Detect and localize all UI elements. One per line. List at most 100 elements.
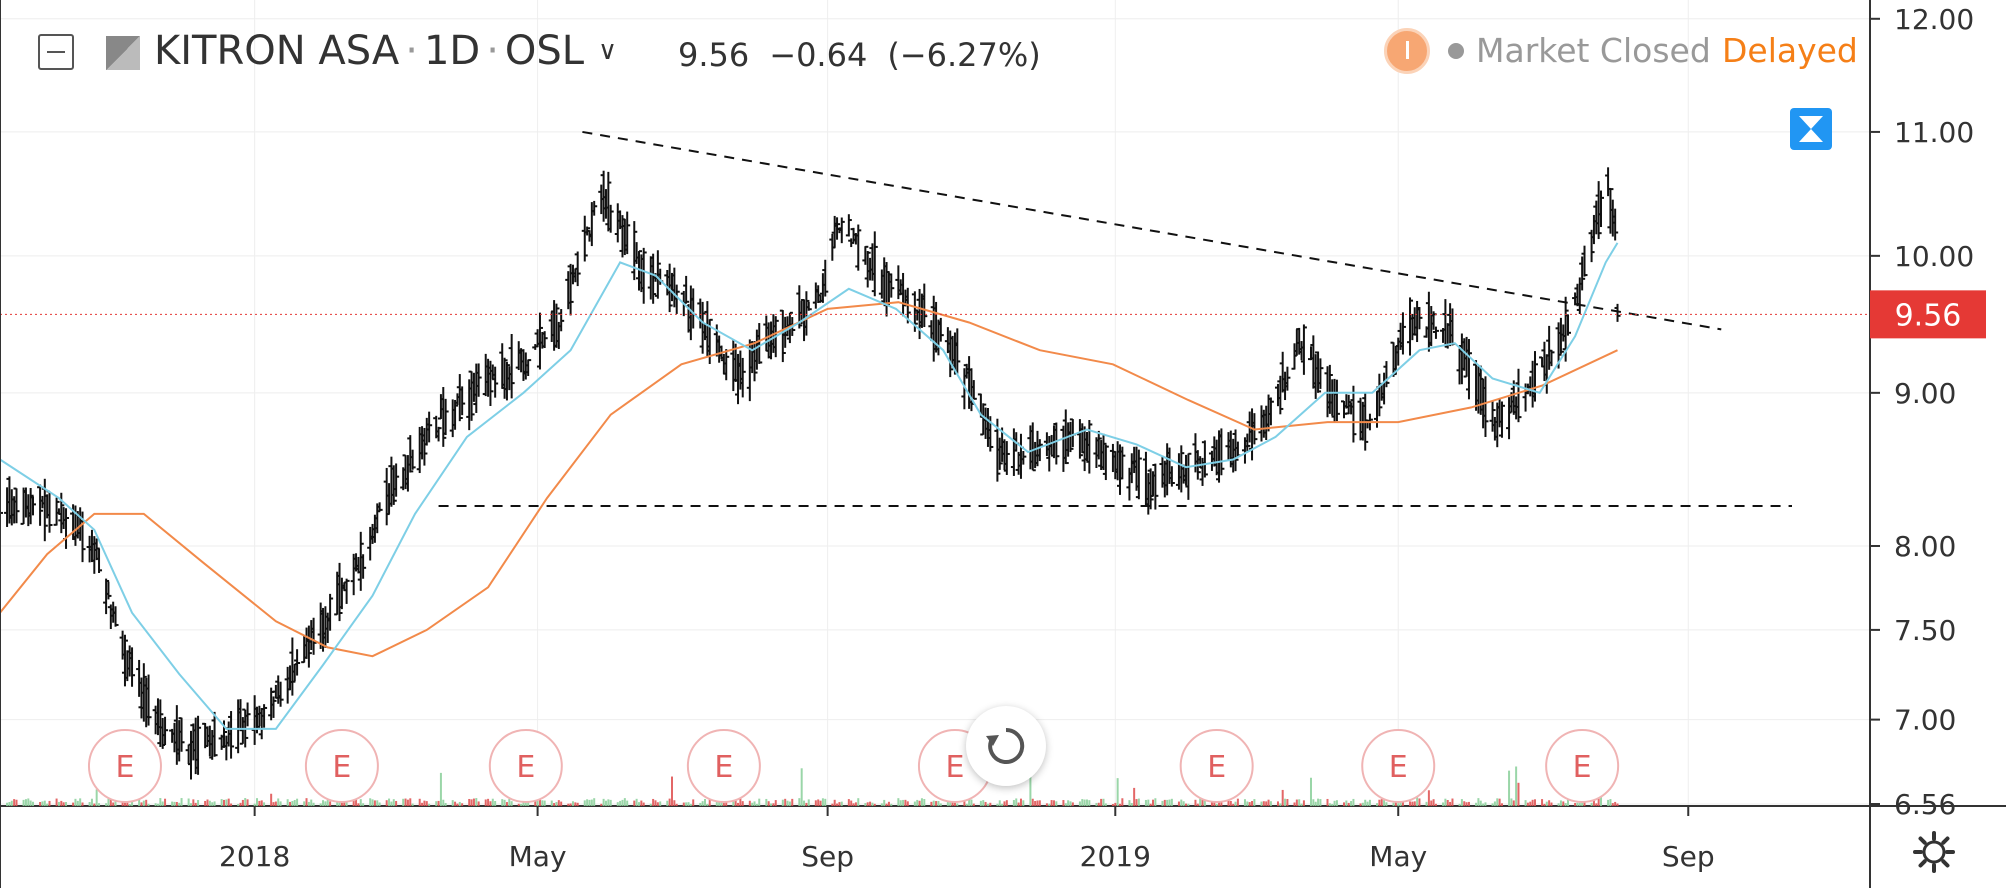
volume-bar — [1246, 801, 1249, 806]
volume-bar — [409, 798, 412, 806]
volume-bar — [819, 800, 822, 806]
volume-bar — [1583, 802, 1586, 806]
volume-bar — [654, 800, 657, 806]
volume-bar — [1104, 803, 1107, 806]
volume-bar — [784, 798, 787, 806]
volume-bar — [1284, 798, 1287, 806]
volume-bar — [1227, 798, 1230, 806]
volume-bar — [600, 803, 603, 806]
volume-bar — [522, 800, 525, 806]
volume-bar — [355, 798, 358, 806]
volume-bar — [906, 801, 909, 806]
volume-bar — [1265, 801, 1268, 806]
volume-bar — [637, 802, 640, 806]
volume-bar — [279, 801, 282, 806]
volume-bar — [1031, 798, 1034, 806]
volume-bar — [682, 802, 685, 806]
volume-bar — [88, 802, 91, 806]
volume-bar — [885, 803, 888, 806]
symbol-title[interactable]: KITRON ASA · 1D · OSL — [154, 28, 585, 74]
volume-bar — [1364, 799, 1367, 806]
volume-bar — [1269, 801, 1272, 806]
alert-icon[interactable] — [1384, 28, 1430, 74]
market-status: Market Closed — [1476, 31, 1711, 70]
gear-icon[interactable] — [1912, 830, 1956, 874]
zoom-fit-icon[interactable] — [1790, 108, 1832, 150]
volume-bar — [833, 799, 836, 806]
volume-bar — [258, 800, 261, 806]
volume-bar — [1576, 802, 1579, 806]
volume-bar — [543, 800, 546, 806]
volume-bar — [873, 803, 876, 806]
volume-bar — [517, 803, 520, 806]
volume-bar — [378, 802, 381, 806]
volume-bar — [946, 800, 949, 806]
volume-bar — [1491, 803, 1494, 806]
volume-bar — [1069, 801, 1072, 806]
y-tick-label: 12.00 — [1894, 3, 1974, 36]
volume-bar — [758, 798, 761, 806]
ma-fast-line — [0, 242, 1619, 730]
volume-bar — [807, 799, 810, 806]
volume-bar — [1012, 800, 1015, 806]
volume-bar — [206, 799, 209, 806]
volume-bar — [1187, 803, 1190, 806]
volume-bar — [359, 799, 362, 806]
volume-bar — [1085, 799, 1088, 806]
chevron-down-icon[interactable]: ∨ — [598, 36, 618, 66]
volume-bar — [1137, 798, 1140, 806]
volume-bar — [60, 800, 63, 806]
y-tick-label: 9.00 — [1894, 377, 1956, 410]
volume-bar — [263, 802, 266, 806]
volume-bar — [385, 800, 388, 806]
volume-bar — [781, 799, 784, 806]
volume-bar — [121, 801, 124, 806]
volume-bar — [1345, 800, 1348, 806]
volume-bar — [722, 803, 725, 806]
volume-bar — [979, 800, 982, 806]
earnings-marker — [1361, 729, 1436, 803]
volume-bar — [1508, 770, 1511, 806]
volume-bar — [319, 803, 322, 806]
volume-bar — [767, 801, 770, 806]
volume-bar — [1144, 799, 1147, 806]
reset-button[interactable] — [966, 706, 1046, 786]
volume-bar — [142, 800, 145, 806]
volume-bar — [1500, 803, 1503, 806]
volume-bar — [322, 800, 325, 806]
volume-bar — [1220, 800, 1223, 806]
volume-bar — [737, 802, 740, 806]
volume-bar — [1467, 801, 1470, 806]
volume-bar — [1477, 798, 1480, 806]
volume-bar — [1034, 800, 1037, 806]
volume-bar — [373, 800, 376, 806]
volume-bar — [786, 800, 789, 806]
volume-bar — [953, 801, 956, 806]
volume-bar — [1347, 802, 1350, 806]
volume-bar — [536, 801, 539, 806]
price-change-pct: (−6.27%) — [887, 36, 1041, 74]
volume-bar — [800, 768, 803, 806]
volume-bar — [880, 803, 883, 806]
volume-bar — [1550, 802, 1553, 806]
volume-bar — [1036, 800, 1039, 806]
volume-bar — [208, 800, 211, 806]
volume-bar — [1434, 803, 1437, 806]
volume-bar — [550, 800, 553, 806]
volume-bar — [593, 798, 596, 806]
volume-bar — [847, 799, 850, 806]
collapse-icon[interactable] — [38, 34, 74, 70]
volume-bar — [1449, 801, 1452, 806]
volume-bar — [362, 803, 365, 806]
volume-bar — [171, 801, 174, 806]
volume-bar — [916, 799, 919, 806]
volume-bar — [1432, 799, 1435, 806]
ma-slow-line — [0, 301, 1618, 658]
volume-bar — [1078, 801, 1081, 806]
volume-bar — [305, 798, 308, 806]
volume-bar — [571, 801, 574, 806]
volume-bar — [57, 801, 60, 806]
volume-bar — [508, 798, 511, 806]
volume-bar — [689, 803, 692, 806]
